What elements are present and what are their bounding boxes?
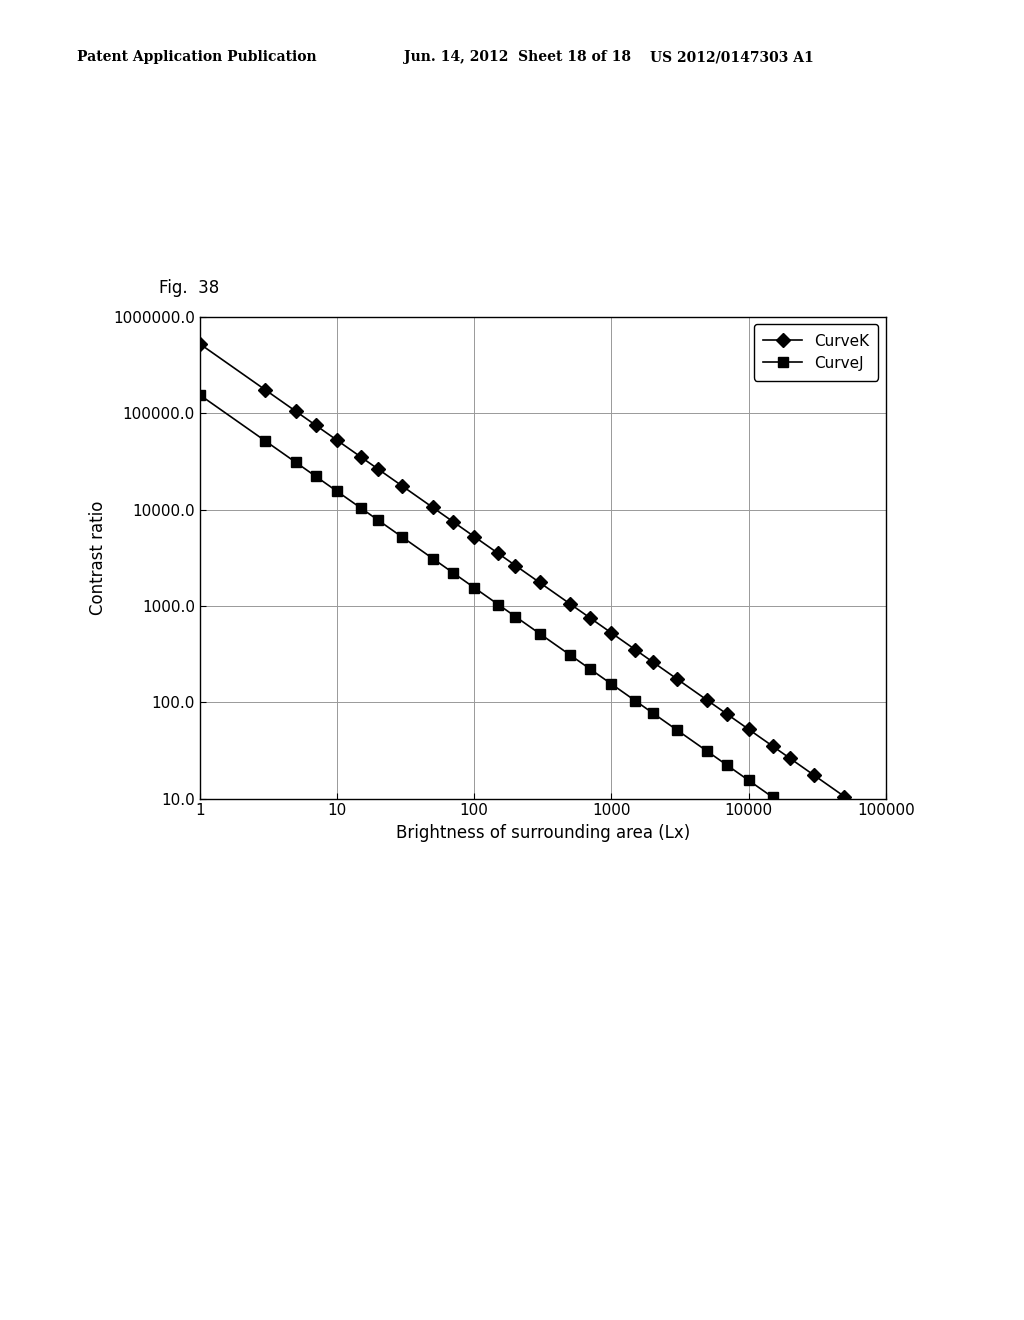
CurveK [742, 721, 755, 737]
CurveK [671, 671, 683, 686]
CurveK [331, 432, 343, 447]
CurveJ [584, 661, 596, 677]
Line: CurveK: CurveK [195, 339, 891, 830]
CurveK [839, 788, 851, 804]
CurveK [701, 692, 714, 708]
CurveK [767, 738, 779, 754]
X-axis label: Brightness of surrounding area (Lx): Brightness of surrounding area (Lx) [395, 824, 690, 842]
Text: Jun. 14, 2012  Sheet 18 of 18: Jun. 14, 2012 Sheet 18 of 18 [404, 50, 632, 65]
CurveK [880, 817, 892, 833]
CurveJ [630, 693, 642, 709]
CurveK [468, 528, 480, 544]
CurveK [564, 595, 577, 611]
CurveJ [808, 818, 820, 834]
Text: US 2012/0147303 A1: US 2012/0147303 A1 [650, 50, 814, 65]
CurveJ [331, 483, 343, 499]
CurveK [396, 478, 409, 494]
CurveJ [721, 758, 733, 774]
CurveK [290, 403, 302, 418]
CurveJ [372, 512, 384, 528]
CurveK [309, 417, 322, 433]
Text: Patent Application Publication: Patent Application Publication [77, 50, 316, 65]
CurveJ [493, 597, 505, 612]
CurveJ [396, 529, 409, 545]
CurveJ [605, 676, 617, 692]
CurveJ [194, 387, 206, 403]
CurveK [858, 803, 870, 818]
CurveK [194, 335, 206, 351]
CurveJ [742, 772, 755, 788]
Y-axis label: Contrast ratio: Contrast ratio [89, 500, 108, 615]
CurveJ [839, 840, 851, 855]
CurveJ [290, 454, 302, 470]
CurveJ [880, 869, 892, 884]
CurveK [259, 381, 271, 397]
CurveK [630, 642, 642, 657]
CurveJ [767, 789, 779, 805]
CurveJ [446, 565, 459, 581]
CurveK [534, 574, 546, 590]
Legend: CurveK, CurveJ: CurveK, CurveJ [755, 325, 879, 380]
CurveK [493, 545, 505, 561]
CurveJ [355, 500, 368, 516]
Line: CurveJ: CurveJ [195, 389, 891, 882]
CurveJ [427, 550, 439, 566]
CurveK [355, 449, 368, 465]
CurveK [605, 624, 617, 640]
CurveJ [701, 743, 714, 759]
CurveJ [646, 705, 658, 721]
CurveK [721, 706, 733, 722]
CurveK [372, 461, 384, 477]
CurveJ [564, 647, 577, 663]
CurveJ [858, 854, 870, 870]
CurveJ [468, 579, 480, 595]
Text: Fig.  38: Fig. 38 [159, 279, 219, 297]
CurveK [646, 653, 658, 669]
CurveK [808, 767, 820, 783]
CurveK [446, 513, 459, 529]
CurveK [427, 499, 439, 515]
CurveJ [309, 469, 322, 484]
CurveJ [783, 801, 796, 817]
CurveJ [671, 722, 683, 738]
CurveJ [259, 433, 271, 449]
CurveK [584, 610, 596, 626]
CurveJ [534, 626, 546, 642]
CurveK [783, 750, 796, 766]
CurveJ [509, 609, 521, 624]
CurveK [509, 557, 521, 573]
